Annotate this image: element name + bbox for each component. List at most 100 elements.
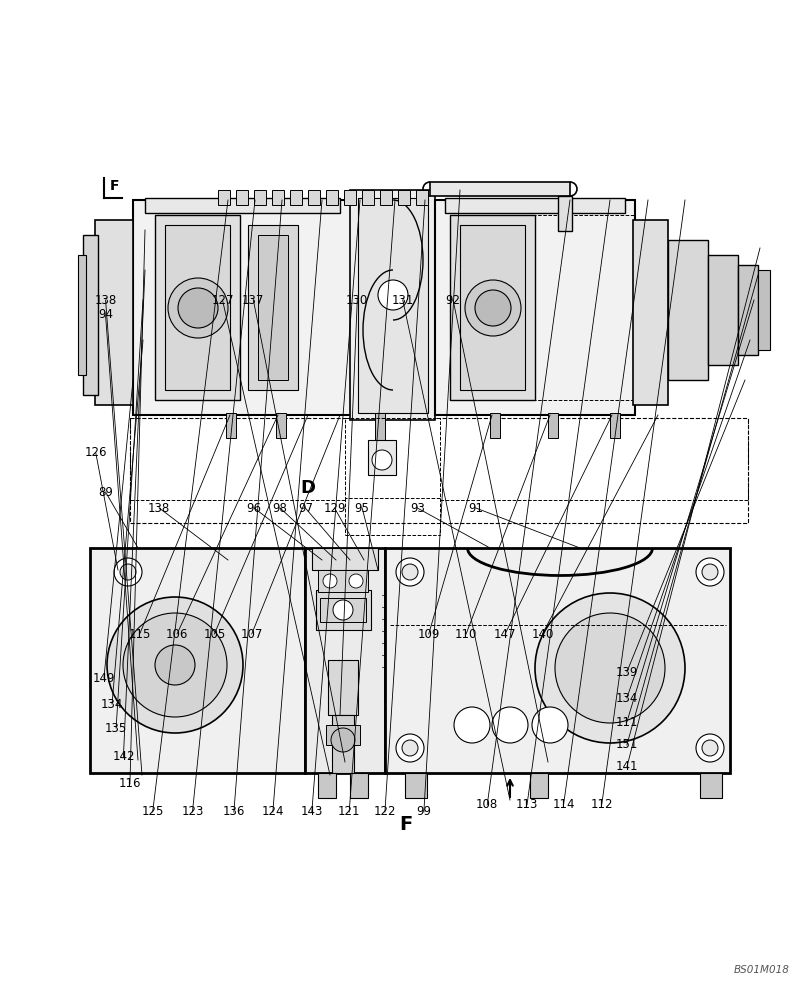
Bar <box>83 235 98 395</box>
Bar <box>375 413 384 441</box>
Text: 138: 138 <box>94 294 117 306</box>
Circle shape <box>114 558 142 586</box>
Text: 149: 149 <box>92 672 115 684</box>
Circle shape <box>396 734 423 762</box>
Circle shape <box>401 740 418 756</box>
Text: 137: 137 <box>242 294 264 306</box>
Circle shape <box>333 600 353 620</box>
Text: 131: 131 <box>391 294 414 306</box>
Bar <box>307 190 320 205</box>
Text: 134: 134 <box>615 692 637 704</box>
Text: 122: 122 <box>373 805 396 818</box>
Text: 138: 138 <box>148 502 170 514</box>
Bar <box>328 660 358 715</box>
Text: 113: 113 <box>515 798 538 811</box>
Text: 139: 139 <box>615 666 637 678</box>
Bar <box>305 548 384 773</box>
Circle shape <box>531 707 568 743</box>
Bar <box>380 190 392 205</box>
Bar <box>145 198 340 213</box>
Text: 98: 98 <box>272 502 287 514</box>
Text: F: F <box>109 179 119 193</box>
Bar <box>325 190 337 205</box>
Circle shape <box>702 564 717 580</box>
Text: 115: 115 <box>128 628 151 641</box>
Bar <box>276 413 285 438</box>
Circle shape <box>702 740 717 756</box>
Bar <box>449 215 634 400</box>
Bar <box>272 190 284 205</box>
Text: 121: 121 <box>337 805 360 818</box>
Bar <box>449 215 534 400</box>
Text: 89: 89 <box>98 486 113 498</box>
Circle shape <box>323 574 337 588</box>
Text: 134: 134 <box>101 698 123 710</box>
Bar <box>530 773 547 798</box>
Circle shape <box>474 290 510 326</box>
Circle shape <box>349 574 363 588</box>
Text: 110: 110 <box>454 628 477 641</box>
Text: 114: 114 <box>551 798 574 811</box>
Bar <box>320 598 366 622</box>
Bar <box>358 198 427 413</box>
Bar <box>435 200 634 415</box>
Text: 107: 107 <box>240 628 263 641</box>
Circle shape <box>120 564 135 580</box>
Text: 141: 141 <box>615 760 637 774</box>
Circle shape <box>695 558 723 586</box>
Bar <box>254 190 266 205</box>
Bar <box>430 182 569 196</box>
Text: 92: 92 <box>445 294 460 306</box>
Text: 91: 91 <box>468 502 483 514</box>
Bar <box>350 190 435 420</box>
Bar <box>609 413 620 438</box>
Bar <box>633 220 667 405</box>
Text: 97: 97 <box>298 502 312 514</box>
Bar <box>78 255 86 375</box>
Text: 96: 96 <box>247 502 261 514</box>
Bar <box>155 215 240 400</box>
Circle shape <box>107 597 242 733</box>
Bar <box>460 225 525 390</box>
Bar <box>130 418 747 523</box>
Text: 106: 106 <box>165 628 188 641</box>
Bar <box>332 715 354 773</box>
Circle shape <box>491 707 527 743</box>
Bar <box>757 270 769 350</box>
Bar <box>489 413 500 438</box>
Text: 127: 127 <box>211 294 234 306</box>
Bar <box>95 220 133 405</box>
Circle shape <box>554 613 664 723</box>
Text: 147: 147 <box>493 628 516 641</box>
Bar <box>344 190 355 205</box>
Bar <box>345 418 440 498</box>
Bar <box>90 548 305 773</box>
Circle shape <box>331 728 354 752</box>
Text: 130: 130 <box>345 294 368 306</box>
Bar <box>737 265 757 355</box>
Text: D: D <box>300 479 315 497</box>
Circle shape <box>155 645 195 685</box>
Bar <box>311 548 378 570</box>
Bar <box>350 773 367 798</box>
Text: 123: 123 <box>181 805 204 818</box>
Bar <box>384 548 729 773</box>
Bar <box>325 725 359 745</box>
Bar <box>290 190 302 205</box>
Text: 124: 124 <box>261 805 284 818</box>
Text: BS01M018: BS01M018 <box>733 965 789 975</box>
Bar <box>444 198 624 213</box>
Bar <box>217 190 230 205</box>
Text: 151: 151 <box>615 738 637 752</box>
Text: 105: 105 <box>203 628 225 641</box>
Bar <box>547 413 557 438</box>
Circle shape <box>168 278 228 338</box>
Bar <box>258 235 288 380</box>
Text: 111: 111 <box>615 716 637 728</box>
Circle shape <box>122 613 227 717</box>
Circle shape <box>401 564 418 580</box>
Circle shape <box>695 734 723 762</box>
Text: 143: 143 <box>300 805 323 818</box>
Bar <box>133 200 353 415</box>
Circle shape <box>378 280 407 310</box>
